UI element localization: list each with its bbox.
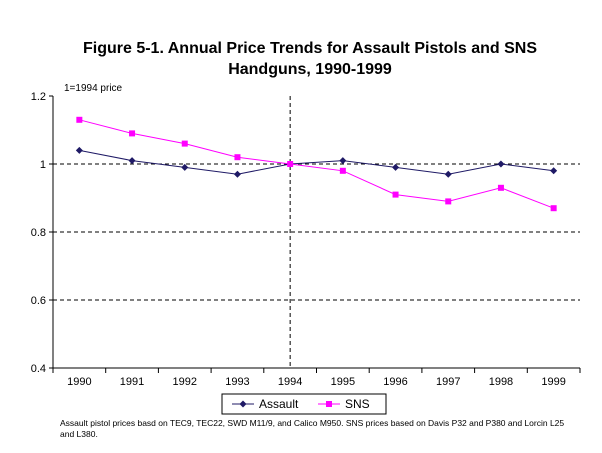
series-line-assault [79, 149, 554, 175]
x-tick-label: 1992 [173, 376, 197, 388]
data-point-assault [128, 157, 136, 165]
data-point-sns [339, 167, 346, 174]
x-tick-label: 1991 [120, 376, 144, 388]
x-tick-label: 1993 [225, 376, 249, 388]
grid-layer [53, 96, 580, 368]
data-point-assault [233, 170, 241, 178]
chart-title-line-2: Handguns, 1990-1999 [228, 61, 392, 78]
data-point-assault [497, 160, 505, 168]
legend-item-assault: Assault [232, 397, 299, 411]
y-tick-label: 0.6 [31, 295, 46, 307]
data-point-sns [392, 191, 399, 198]
x-tick-label: 1996 [383, 376, 407, 388]
data-point-assault [392, 163, 400, 171]
series-line-sns [79, 119, 554, 209]
y-tick-labels: 0.4 0.6 0.8 1 1.2 [31, 91, 46, 375]
data-point-sns [287, 161, 294, 167]
series-assault [75, 146, 558, 178]
y-tick-label: 1 [40, 159, 46, 171]
data-point-sns [234, 154, 241, 161]
axes-layer [49, 95, 581, 373]
y-unit-label: 1=1994 price [64, 83, 123, 94]
data-point-assault [181, 163, 189, 171]
data-point-sns [550, 205, 557, 212]
legend-frame [221, 393, 387, 415]
data-point-sns [76, 116, 83, 123]
data-point-assault [550, 167, 558, 175]
y-tick-label: 1.2 [31, 91, 46, 103]
legend-items: Assault SNS [232, 397, 370, 411]
x-tick-label: 1997 [436, 376, 460, 388]
x-tick-label: 1999 [541, 376, 565, 388]
footnote: Assault pistol prices basd on TEC9, TEC2… [60, 418, 565, 439]
data-point-sns [445, 198, 452, 205]
x-tick-label: 1994 [278, 376, 302, 388]
data-point-sns [497, 184, 504, 191]
legend-swatch-marker [326, 401, 332, 407]
series-sns [76, 116, 557, 212]
x-tick-label: 1995 [331, 376, 355, 388]
x-tick-label: 1990 [67, 376, 91, 388]
legend-label: Assault [259, 397, 299, 411]
data-point-sns [181, 140, 188, 147]
y-tick-label: 0.8 [31, 227, 46, 239]
legend-label: SNS [345, 397, 370, 411]
data-point-assault [444, 170, 452, 178]
x-tick-labels: 1990 1991 1992 1993 1994 1995 1996 1997 1998 1999 [67, 376, 566, 388]
legend-item-sns: SNS [318, 397, 370, 411]
data-point-sns [129, 130, 136, 137]
x-tick-label: 1998 [489, 376, 513, 388]
data-point-assault [75, 146, 83, 154]
legend: Assault SNS [221, 393, 387, 415]
y-tick-label: 0.4 [31, 363, 46, 375]
chart-title-line-1: Figure 5-1. Annual Price Trends for Assa… [83, 40, 537, 57]
legend-swatch-marker [239, 400, 247, 408]
data-point-assault [339, 157, 347, 165]
series-layer [75, 116, 558, 212]
